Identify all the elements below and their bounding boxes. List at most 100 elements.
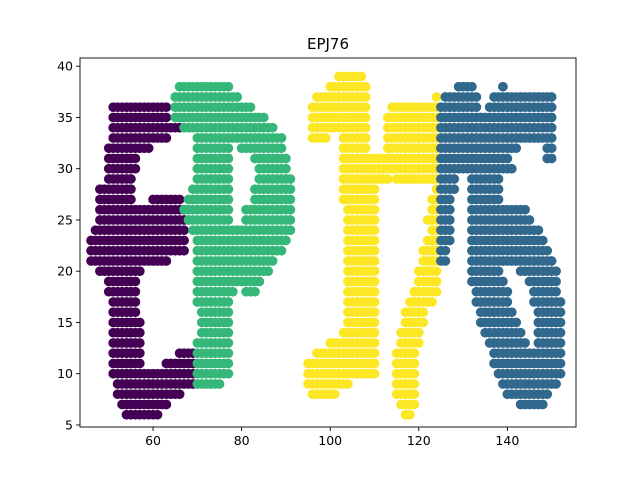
data-point — [418, 307, 429, 318]
data-point — [515, 327, 526, 338]
data-point — [471, 102, 482, 113]
data-point — [356, 71, 367, 82]
data-point — [369, 297, 380, 307]
data-point — [555, 348, 566, 359]
data-point — [555, 358, 566, 369]
data-point — [431, 92, 442, 102]
data-point — [467, 81, 477, 92]
data-point — [431, 276, 442, 287]
data-point — [542, 389, 553, 400]
data-points — [86, 71, 566, 420]
data-point — [506, 163, 517, 174]
data-point — [413, 338, 424, 348]
data-point — [449, 174, 460, 184]
data-point — [223, 143, 234, 154]
data-point — [179, 245, 189, 256]
data-point — [281, 163, 291, 174]
data-point — [511, 317, 522, 328]
data-point — [405, 409, 415, 420]
data-point — [520, 204, 530, 215]
data-point — [223, 338, 234, 348]
data-point — [520, 338, 530, 348]
data-point — [369, 368, 380, 379]
data-point — [493, 194, 504, 205]
x-tick-label: 140 — [495, 433, 519, 448]
y-tick-label: 35 — [57, 110, 73, 125]
data-point — [126, 184, 136, 195]
data-point — [174, 194, 185, 205]
data-point — [360, 122, 371, 133]
data-point — [130, 286, 141, 297]
x-tick-label: 60 — [145, 433, 161, 448]
x-tick-label: 80 — [234, 433, 250, 448]
data-point — [524, 215, 535, 225]
data-point — [360, 112, 371, 123]
data-point — [285, 174, 296, 184]
data-point — [360, 133, 371, 143]
data-point — [555, 368, 566, 379]
data-point — [546, 102, 557, 113]
series-0 — [86, 102, 198, 420]
data-point — [161, 133, 172, 143]
data-point — [223, 358, 234, 369]
data-point — [502, 297, 513, 307]
data-point — [440, 256, 451, 266]
data-point — [382, 174, 393, 184]
x-tick-label: 120 — [407, 433, 431, 448]
y-tick-label: 20 — [57, 264, 73, 279]
data-point — [369, 358, 380, 369]
data-point — [409, 348, 420, 359]
data-point — [369, 194, 380, 205]
data-point — [542, 245, 553, 256]
data-point — [369, 348, 380, 359]
data-point — [285, 184, 296, 195]
data-point — [223, 327, 234, 338]
data-point — [223, 215, 234, 225]
data-point — [369, 204, 380, 215]
data-point — [281, 235, 291, 246]
data-point — [223, 81, 234, 92]
data-point — [130, 153, 141, 164]
data-point — [498, 81, 508, 92]
data-point — [232, 92, 243, 102]
data-point — [369, 317, 380, 328]
data-point — [161, 102, 172, 113]
data-point — [498, 276, 508, 287]
data-point — [130, 276, 141, 287]
plot-frame — [79, 57, 577, 428]
data-point — [369, 338, 380, 348]
series-1 — [170, 81, 296, 389]
y-tick-label: 5 — [65, 417, 73, 432]
data-point — [551, 266, 561, 277]
data-point — [533, 225, 544, 236]
data-point — [179, 225, 189, 236]
data-point — [227, 286, 238, 297]
data-point — [285, 194, 296, 205]
data-point — [223, 317, 234, 328]
data-point — [551, 379, 561, 389]
data-point — [130, 163, 141, 174]
data-point — [413, 327, 424, 338]
chart-title: EPJ76 — [307, 35, 349, 53]
data-point — [267, 256, 278, 266]
data-point — [537, 235, 548, 246]
data-point — [360, 143, 371, 154]
data-point — [134, 317, 145, 328]
data-point — [250, 286, 260, 297]
axes: 60 80 100 120 140 5 10 15 20 25 30 35 40 — [57, 57, 577, 448]
data-point — [555, 338, 566, 348]
data-point — [223, 204, 234, 215]
data-point — [409, 368, 420, 379]
data-point — [369, 256, 380, 266]
data-point — [493, 266, 504, 277]
data-point — [360, 92, 371, 102]
data-point — [369, 266, 380, 277]
y-tick-label: 30 — [57, 161, 73, 176]
data-point — [329, 389, 340, 400]
data-point — [281, 153, 291, 164]
y-tick-label: 10 — [57, 366, 73, 381]
data-point — [223, 194, 234, 205]
data-point — [546, 143, 557, 154]
data-point — [449, 184, 460, 195]
